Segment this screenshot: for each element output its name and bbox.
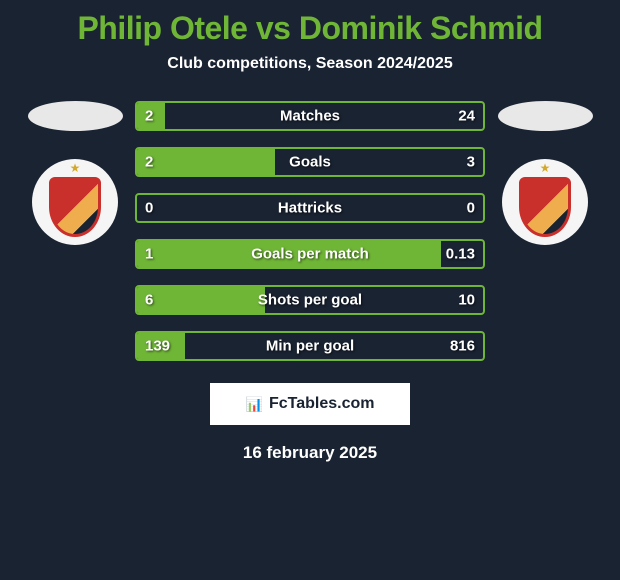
branding-badge: 📊 FcTables.com xyxy=(210,383,410,425)
player2-club-badge xyxy=(502,159,588,245)
stat-bar: 2 Matches 24 xyxy=(135,101,485,131)
stat-bar: 2 Goals 3 xyxy=(135,147,485,177)
chart-icon: 📊 xyxy=(246,397,263,411)
stat-right-value: 816 xyxy=(450,338,475,355)
shield-icon xyxy=(519,177,571,237)
stat-left-value: 139 xyxy=(145,338,170,355)
stat-label: Hattricks xyxy=(278,200,342,217)
comparison-infographic: Philip Otele vs Dominik Schmid Club comp… xyxy=(0,0,620,463)
player1-photo-placeholder xyxy=(28,101,123,131)
stat-label: Shots per goal xyxy=(258,292,362,309)
stat-left-value: 0 xyxy=(145,200,153,217)
left-player-column xyxy=(15,101,135,245)
stats-bars: 2 Matches 24 2 Goals 3 0 Hattricks 0 1 Goals per m… xyxy=(135,101,485,361)
stat-left-value: 2 xyxy=(145,108,153,125)
stat-left-value: 1 xyxy=(145,246,153,263)
stat-bar: 139 Min per goal 816 xyxy=(135,331,485,361)
branding-text: FcTables.com xyxy=(269,395,375,413)
stat-label: Matches xyxy=(280,108,340,125)
stat-bar: 1 Goals per match 0.13 xyxy=(135,239,485,269)
stat-right-value: 10 xyxy=(458,292,475,309)
stat-bar: 0 Hattricks 0 xyxy=(135,193,485,223)
stat-left-value: 2 xyxy=(145,154,153,171)
stat-right-value: 0 xyxy=(467,200,475,217)
player2-photo-placeholder xyxy=(498,101,593,131)
subtitle: Club competitions, Season 2024/2025 xyxy=(167,55,452,73)
stat-right-value: 0.13 xyxy=(446,246,475,263)
stat-label: Goals per match xyxy=(251,246,369,263)
stat-label: Min per goal xyxy=(266,338,354,355)
shield-icon xyxy=(49,177,101,237)
main-row: 2 Matches 24 2 Goals 3 0 Hattricks 0 1 Goals per m… xyxy=(0,101,620,361)
stat-left-value: 6 xyxy=(145,292,153,309)
date-label: 16 february 2025 xyxy=(243,443,377,463)
player1-club-badge xyxy=(32,159,118,245)
right-player-column xyxy=(485,101,605,245)
stat-bar: 6 Shots per goal 10 xyxy=(135,285,485,315)
page-title: Philip Otele vs Dominik Schmid xyxy=(77,10,542,47)
stat-label: Goals xyxy=(289,154,331,171)
stat-fill xyxy=(137,149,275,175)
stat-right-value: 3 xyxy=(467,154,475,171)
stat-fill xyxy=(137,287,265,313)
stat-right-value: 24 xyxy=(458,108,475,125)
